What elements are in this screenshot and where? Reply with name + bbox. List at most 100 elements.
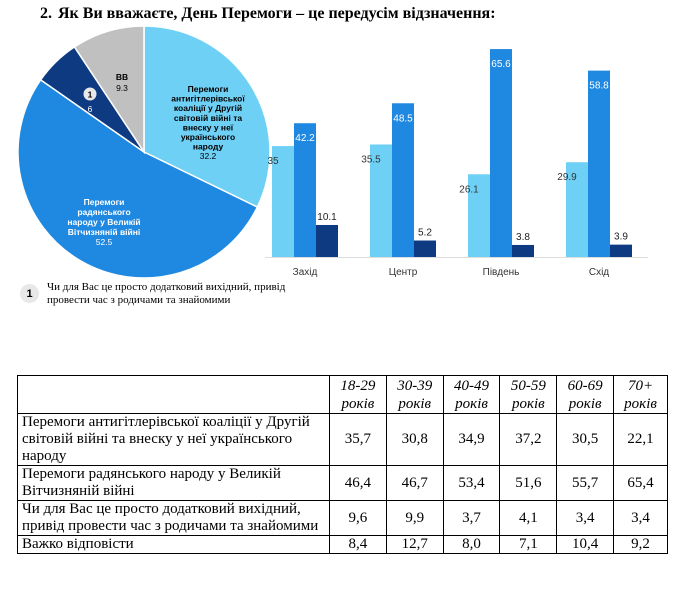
bar xyxy=(566,162,588,257)
column-header-range: 18-29 xyxy=(340,378,376,394)
table-cell: 65,4 xyxy=(613,465,668,501)
bar xyxy=(490,49,512,257)
bar-data-label: 35 xyxy=(267,156,279,167)
bar-data-label: 42.2 xyxy=(295,133,315,144)
bar xyxy=(512,244,534,257)
bar xyxy=(272,146,294,257)
table-cell: 35,7 xyxy=(329,413,387,466)
pie-slice-label: радянського xyxy=(77,207,130,217)
bar-data-label: 26.1 xyxy=(459,184,479,195)
pie-slice-value: 9.3 xyxy=(116,83,128,93)
bar xyxy=(468,174,490,257)
table-cell: 8,0 xyxy=(442,535,501,554)
bar-category-label: Центр xyxy=(389,267,418,278)
pie-slice xyxy=(143,25,271,209)
pie-slice-value: 52.5 xyxy=(96,237,113,247)
table-column-header: 70+ років xyxy=(613,375,668,414)
pie-slice-label: народу xyxy=(193,142,224,152)
pie-slice-label: антигітлерівської xyxy=(171,94,245,104)
question-title: 2. Як Ви вважаєте, День Перемоги – це пер… xyxy=(40,5,496,23)
column-header-range: 50-59 xyxy=(510,378,546,394)
pie-slice-label: народу у Великій xyxy=(67,217,140,227)
bar-category-label: Захід xyxy=(293,267,318,278)
pie-slice-label: коаліції у Другій xyxy=(174,103,242,113)
column-header-unit: років xyxy=(568,396,602,412)
bar xyxy=(294,123,316,257)
table-row-label: Перемоги антигітлерівської коаліції у Др… xyxy=(17,413,330,466)
pie-slice xyxy=(17,78,259,279)
bar xyxy=(588,70,610,257)
pie-slice-label: світовій війні та xyxy=(174,113,243,123)
bar-data-label: 58.8 xyxy=(589,81,609,92)
table-column-header: 60-69 років xyxy=(556,375,615,414)
table-cell: 30,5 xyxy=(556,413,615,466)
bar-category-label: Південь xyxy=(483,267,520,278)
column-header-range: 30-39 xyxy=(397,378,433,394)
pie-slice-label: Вітчизняній війні xyxy=(68,227,141,237)
table-row: Важко відповісти 8,4 12,7 8,0 7,1 10,4 9,2 xyxy=(17,535,668,554)
bar-data-label: 10.1 xyxy=(317,212,337,223)
pie-slice-value: 32.2 xyxy=(200,151,217,161)
table-row: Перемоги радянського народу у Великій Ві… xyxy=(17,465,668,501)
pie-slice-label: 1 xyxy=(88,90,93,100)
pie-slice-label: Перемоги xyxy=(188,84,229,94)
bar-data-label: 48.5 xyxy=(393,113,413,124)
question-number: 2. xyxy=(40,5,52,22)
column-header-unit: років xyxy=(398,396,432,412)
table-row-label: Перемоги радянського народу у Великій Ві… xyxy=(17,465,330,501)
bar xyxy=(610,244,632,257)
table-cell: 10,4 xyxy=(556,535,615,554)
table-cell: 7,1 xyxy=(499,535,558,554)
column-header-range: 60-69 xyxy=(567,378,603,394)
table-cell: 46,7 xyxy=(385,465,444,501)
footnote-marker: 1 xyxy=(20,284,39,303)
table-header-row: 18-29 років 30-39 років 40-49 років 50-59 років… xyxy=(17,375,668,414)
table-cell: 3,4 xyxy=(613,500,668,536)
table-row: Чи для Вас це просто додатковий вихідний… xyxy=(17,500,668,536)
column-header-unit: років xyxy=(455,396,488,412)
table-row-label: Чи для Вас це просто додатковий вихідний… xyxy=(17,500,330,536)
table-cell: 34,9 xyxy=(442,413,501,466)
table-cell: 22,1 xyxy=(613,413,668,466)
column-header-range: 40-49 xyxy=(454,378,490,394)
column-header-range: 70+ xyxy=(627,378,654,394)
table-cell: 51,6 xyxy=(499,465,558,501)
table-column-header: 30-39 років xyxy=(385,375,444,414)
table-column-header: 18-29 років xyxy=(329,375,387,414)
table-cell: 3,7 xyxy=(442,500,501,536)
column-header-unit: років xyxy=(341,396,375,412)
pie-slice-label: внеску у неї xyxy=(183,122,234,132)
table-body: Перемоги антигітлерівської коаліції у Др… xyxy=(17,413,668,554)
bar xyxy=(370,144,392,257)
column-header-unit: років xyxy=(511,396,545,412)
bar-data-label: 3.9 xyxy=(614,232,628,243)
table-cell: 3,4 xyxy=(556,500,615,536)
age-table: 18-29 років 30-39 років 40-49 років 50-59 років… xyxy=(17,375,668,554)
table-cell: 37,2 xyxy=(499,413,558,466)
table-cell: 46,4 xyxy=(329,465,387,501)
table-cell: 30,8 xyxy=(385,413,444,466)
table-cell: 12,7 xyxy=(385,535,444,554)
table-corner xyxy=(17,375,330,414)
table-column-header: 50-59 років xyxy=(499,375,558,414)
pie-marker-badge xyxy=(83,87,97,101)
bar xyxy=(392,103,414,257)
bar-data-label: 3.8 xyxy=(516,232,530,243)
bar-data-label: 65.6 xyxy=(491,59,511,70)
footnote: 1 Чи для Вас це просто додатковий вихідн… xyxy=(20,281,287,307)
pie-slice-label: ВВ xyxy=(116,72,128,82)
bar-data-label: 35.5 xyxy=(361,154,381,165)
table-cell: 55,7 xyxy=(556,465,615,501)
column-header-unit: років xyxy=(624,396,657,412)
table-row-label: Важко відповісти xyxy=(17,535,330,554)
bar xyxy=(316,224,338,257)
bar xyxy=(414,240,436,257)
pie-slice xyxy=(73,25,145,155)
bar-category-label: Схід xyxy=(589,267,609,278)
footnote-text: Чи для Вас це просто додатковий вихідний… xyxy=(47,281,286,306)
question-text: Як Ви вважаєте, День Перемоги – це перед… xyxy=(58,5,496,22)
table-cell: 4,1 xyxy=(499,500,558,536)
table-row: Перемоги антигітлерівської коаліції у Др… xyxy=(17,413,668,466)
bar-data-label: 29.9 xyxy=(557,172,577,183)
